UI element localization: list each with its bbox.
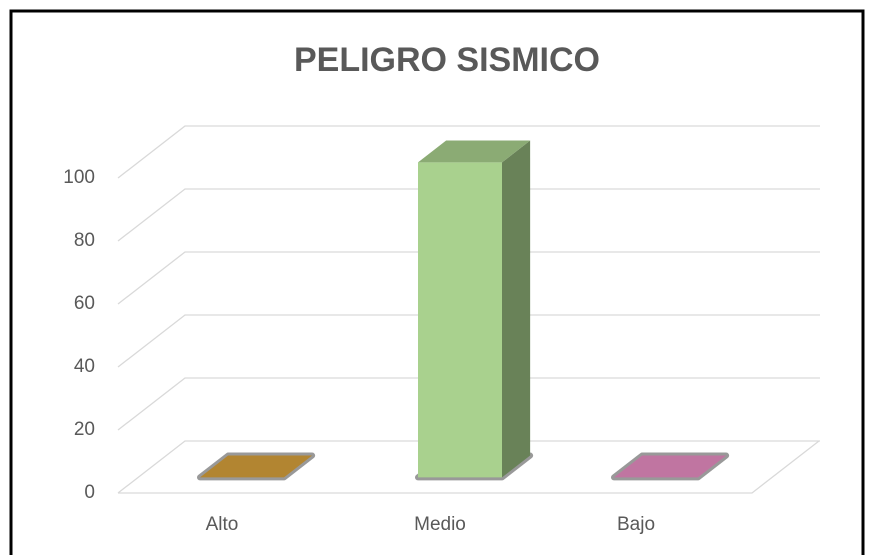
x-tick-label: Alto <box>206 514 239 535</box>
floor-edge <box>118 440 820 494</box>
bar-side <box>502 140 531 478</box>
y-tick-label: 40 <box>74 356 95 377</box>
grid-line <box>117 440 820 494</box>
grid-line <box>117 188 820 242</box>
bar <box>611 452 730 481</box>
bar <box>197 452 316 481</box>
y-tick-label: 20 <box>74 419 95 440</box>
y-tick-label: 0 <box>84 482 95 503</box>
y-tick-label: 80 <box>74 230 95 251</box>
bar-top <box>418 140 531 163</box>
grid-line <box>117 125 820 179</box>
bar <box>415 140 534 481</box>
chart-title: PELIGRO SISMICO <box>294 41 600 79</box>
grid-line <box>117 251 820 305</box>
bar-top <box>614 455 727 478</box>
grid-line <box>117 377 820 431</box>
bar-top <box>200 455 313 478</box>
y-tick-label: 60 <box>74 293 95 314</box>
grid-line <box>117 314 820 368</box>
bar-front <box>418 162 502 478</box>
x-tick-label: Medio <box>414 514 466 535</box>
y-tick-label: 100 <box>63 167 95 188</box>
x-tick-label: Bajo <box>617 514 655 535</box>
